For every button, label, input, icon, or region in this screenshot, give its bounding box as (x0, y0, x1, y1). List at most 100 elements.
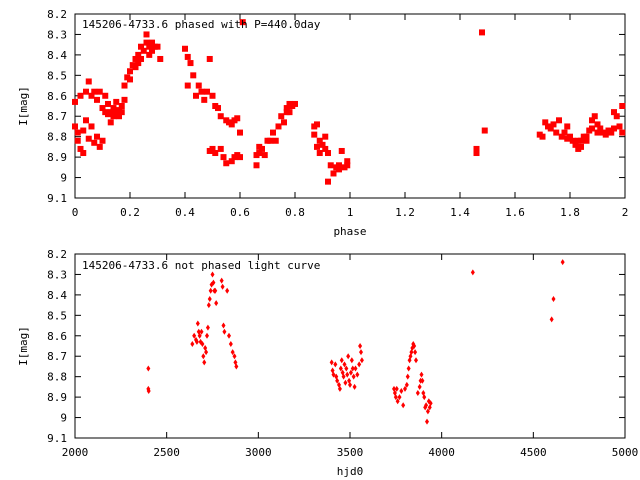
data-point-phased (583, 133, 590, 140)
data-point-unphased (399, 387, 404, 394)
data-point-phased (322, 133, 329, 140)
data-point-unphased (234, 363, 239, 370)
data-point-phased (311, 131, 318, 138)
data-point-phased (187, 60, 194, 67)
data-point-phased (91, 88, 98, 95)
data-point-phased (96, 88, 103, 95)
data-point-unphased (424, 402, 429, 409)
data-point-phased (116, 113, 122, 120)
data-point-phased (198, 88, 205, 95)
data-point-unphased (213, 287, 218, 294)
data-point-unphased (359, 349, 363, 356)
data-point-phased (99, 105, 106, 112)
data-point-unphased (329, 359, 334, 366)
data-point-unphased (350, 365, 355, 372)
y-axis-label-phased: I[mag] (17, 86, 30, 126)
data-point-unphased (219, 277, 224, 284)
y-axis-unphased: 8.2 8.3 8.4 8.5 8.6 8.7 8.8 8.9 9 9.1 (47, 248, 625, 445)
y-axis-phased: 8.2 8.3 8.4 8.5 8.6 8.7 8.8 8.9 9 9.1 (47, 8, 625, 205)
data-point-unphased (420, 377, 425, 384)
data-point-unphased (342, 361, 347, 368)
data-point-unphased (425, 418, 429, 425)
data-point-phased (594, 121, 601, 128)
data-point-phased (616, 123, 623, 130)
x-axis-label-phased: phase (333, 225, 366, 238)
data-point-phased (281, 119, 287, 126)
data-point-phased (132, 55, 139, 62)
data-point-unphased (401, 402, 406, 409)
data-point-phased (589, 125, 595, 132)
x-tick-label-unphased: 3000 (245, 446, 272, 459)
data-point-unphased (202, 359, 207, 366)
data-point-unphased (208, 287, 213, 294)
data-point-phased (259, 145, 265, 152)
x-tick-label-unphased: 2500 (153, 446, 180, 459)
data-point-phased (94, 133, 100, 140)
data-point-unphased (221, 322, 226, 329)
y-tick-label-unphased: 9.1 (47, 432, 67, 445)
data-point-phased (272, 137, 279, 144)
y-tick-label-unphased: 8.5 (47, 309, 67, 322)
data-point-phased (336, 166, 342, 173)
data-point-unphased (359, 357, 364, 364)
data-point-phased (80, 127, 87, 134)
data-point-unphased (341, 373, 346, 380)
data-point-phased (319, 141, 326, 148)
data-point-phased (283, 105, 290, 112)
data-point-phased (316, 150, 323, 157)
data-point-phased (72, 123, 78, 130)
chart-phased: 0 0.2 0.4 0.6 0.8 1 1.2 1.4 1.6 1.8 2 8.2 8.3 8.4 8.5… (17, 8, 628, 238)
data-point-unphased (210, 271, 215, 278)
data-point-phased (275, 123, 282, 130)
data-point-unphased (197, 332, 202, 339)
data-point-phased (127, 76, 133, 83)
data-point-phased (547, 125, 554, 132)
data-point-phased (602, 131, 609, 138)
y-tick-label-phased: 9 (60, 172, 67, 185)
data-point-unphased (343, 379, 348, 386)
data-point-phased (118, 109, 125, 116)
y-tick-label-phased: 8.2 (47, 8, 67, 21)
data-point-phased (473, 150, 480, 157)
data-point-phased (223, 160, 230, 167)
data-point-phased (217, 113, 224, 120)
data-point-unphased (335, 377, 340, 384)
data-point-unphased (211, 279, 216, 286)
x-tick-label-phased: 2 (622, 206, 629, 219)
data-point-phased (256, 150, 263, 157)
data-point-phased (330, 170, 337, 177)
data-point-phased (135, 51, 142, 58)
data-point-phased (74, 129, 81, 136)
data-point-phased (206, 55, 213, 62)
data-point-phased (261, 152, 268, 159)
data-point-phased (228, 121, 235, 128)
data-point-phased (539, 133, 546, 140)
data-point-phased (314, 143, 320, 150)
data-point-unphased (338, 365, 343, 372)
data-point-unphased (394, 385, 399, 392)
data-point-phased (327, 162, 334, 169)
data-point-unphased (560, 259, 565, 266)
data-point-unphased (355, 371, 360, 378)
data-point-unphased (204, 349, 209, 356)
data-point-phased (135, 60, 142, 67)
data-point-unphased (349, 357, 354, 364)
data-point-phased (184, 53, 191, 60)
x-tick-label-phased: 0.2 (120, 206, 140, 219)
data-point-unphased (190, 340, 195, 347)
y-tick-label-unphased: 8.8 (47, 371, 67, 384)
data-point-phased (77, 145, 84, 152)
data-point-phased (578, 143, 584, 150)
data-point-unphased (404, 381, 409, 388)
data-point-phased (146, 43, 153, 50)
data-point-phased (611, 109, 617, 116)
data-point-phased (336, 162, 342, 169)
data-point-unphased (428, 400, 433, 407)
y-axis-label-unphased: I[mag] (17, 326, 30, 366)
data-point-phased (146, 51, 153, 58)
data-point-phased (278, 113, 285, 120)
data-point-unphased (470, 269, 475, 276)
data-point-phased (556, 117, 562, 124)
data-point-phased (561, 129, 568, 136)
data-point-unphased (195, 320, 200, 327)
